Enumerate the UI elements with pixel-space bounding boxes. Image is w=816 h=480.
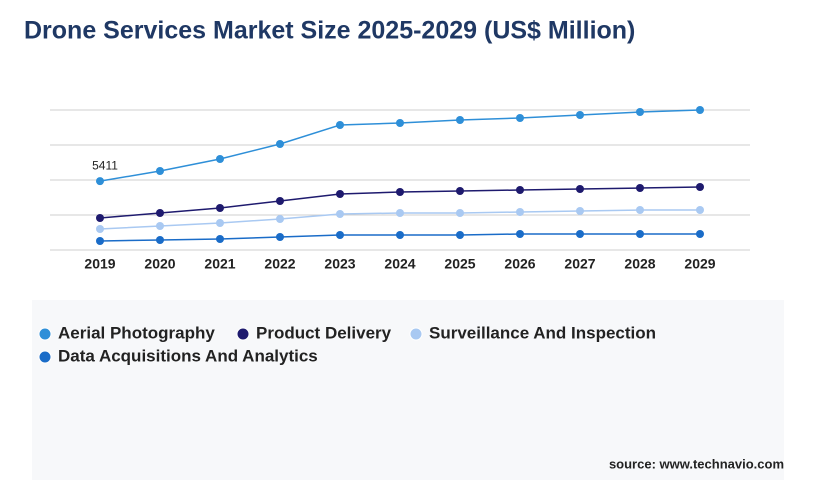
- data-point: [96, 177, 104, 186]
- data-point: [156, 235, 164, 244]
- data-point: [516, 207, 524, 216]
- chart-title: Drone Services Market Size 2025-2029 (US…: [24, 17, 635, 45]
- legend-marker: [409, 327, 423, 341]
- legend-label: Product Delivery: [256, 323, 392, 342]
- data-point: [636, 205, 644, 214]
- x-tick-label: 2028: [624, 256, 655, 272]
- data-point: [336, 230, 344, 239]
- data-label: 5411: [92, 158, 118, 172]
- legend-marker: [38, 350, 52, 364]
- data-point: [636, 230, 644, 239]
- data-point: [696, 106, 704, 114]
- data-point: [456, 230, 464, 239]
- legend-label: Aerial Photography: [58, 323, 215, 342]
- legend-label: Surveillance And Inspection: [429, 323, 656, 342]
- data-point: [96, 214, 104, 223]
- x-tick-label: 2024: [384, 256, 415, 272]
- x-tick-label: 2027: [564, 256, 595, 272]
- legend-marker: [38, 327, 52, 341]
- data-point: [156, 167, 164, 176]
- data-point: [516, 186, 524, 195]
- x-tick-label: 2020: [144, 256, 175, 272]
- data-point: [576, 184, 584, 193]
- data-point: [216, 235, 224, 244]
- data-point: [456, 186, 464, 195]
- data-point: [696, 183, 704, 191]
- source: source: www.technavio.com: [609, 456, 784, 471]
- x-tick-label: 2022: [264, 256, 295, 272]
- data-point: [636, 107, 644, 116]
- data-point: [456, 116, 464, 125]
- data-point: [396, 230, 404, 239]
- x-tick-label: 2029: [684, 256, 715, 272]
- data-point: [576, 207, 584, 216]
- legend-panel: [32, 300, 784, 480]
- legend-marker: [236, 327, 250, 341]
- data-point: [336, 121, 344, 130]
- data-point: [516, 230, 524, 239]
- data-point: [576, 230, 584, 239]
- data-point: [336, 190, 344, 198]
- data-point: [276, 233, 284, 242]
- data-point: [216, 155, 224, 163]
- legend-label: Data Acquisitions And Analytics: [58, 346, 318, 365]
- data-point: [456, 209, 464, 218]
- data-point: [396, 188, 404, 197]
- data-point: [96, 225, 104, 233]
- data-point: [516, 114, 524, 123]
- data-point: [216, 204, 224, 212]
- data-point: [276, 139, 284, 148]
- data-point: [396, 118, 404, 127]
- data-point: [696, 230, 704, 239]
- x-tick-label: 2025: [444, 256, 475, 272]
- data-point: [696, 205, 704, 214]
- data-point: [156, 209, 164, 218]
- x-tick-label: 2026: [504, 256, 535, 272]
- x-tick-label: 2021: [204, 256, 235, 272]
- data-point: [96, 237, 104, 246]
- data-point: [276, 214, 284, 223]
- x-tick-label: 2023: [324, 256, 355, 272]
- data-point: [156, 221, 164, 230]
- data-point: [636, 184, 644, 193]
- data-point: [396, 209, 404, 218]
- x-tick-label: 2019: [84, 256, 115, 272]
- data-point: [276, 197, 284, 205]
- data-point: [216, 219, 224, 228]
- data-point: [576, 111, 584, 120]
- data-point: [336, 209, 344, 218]
